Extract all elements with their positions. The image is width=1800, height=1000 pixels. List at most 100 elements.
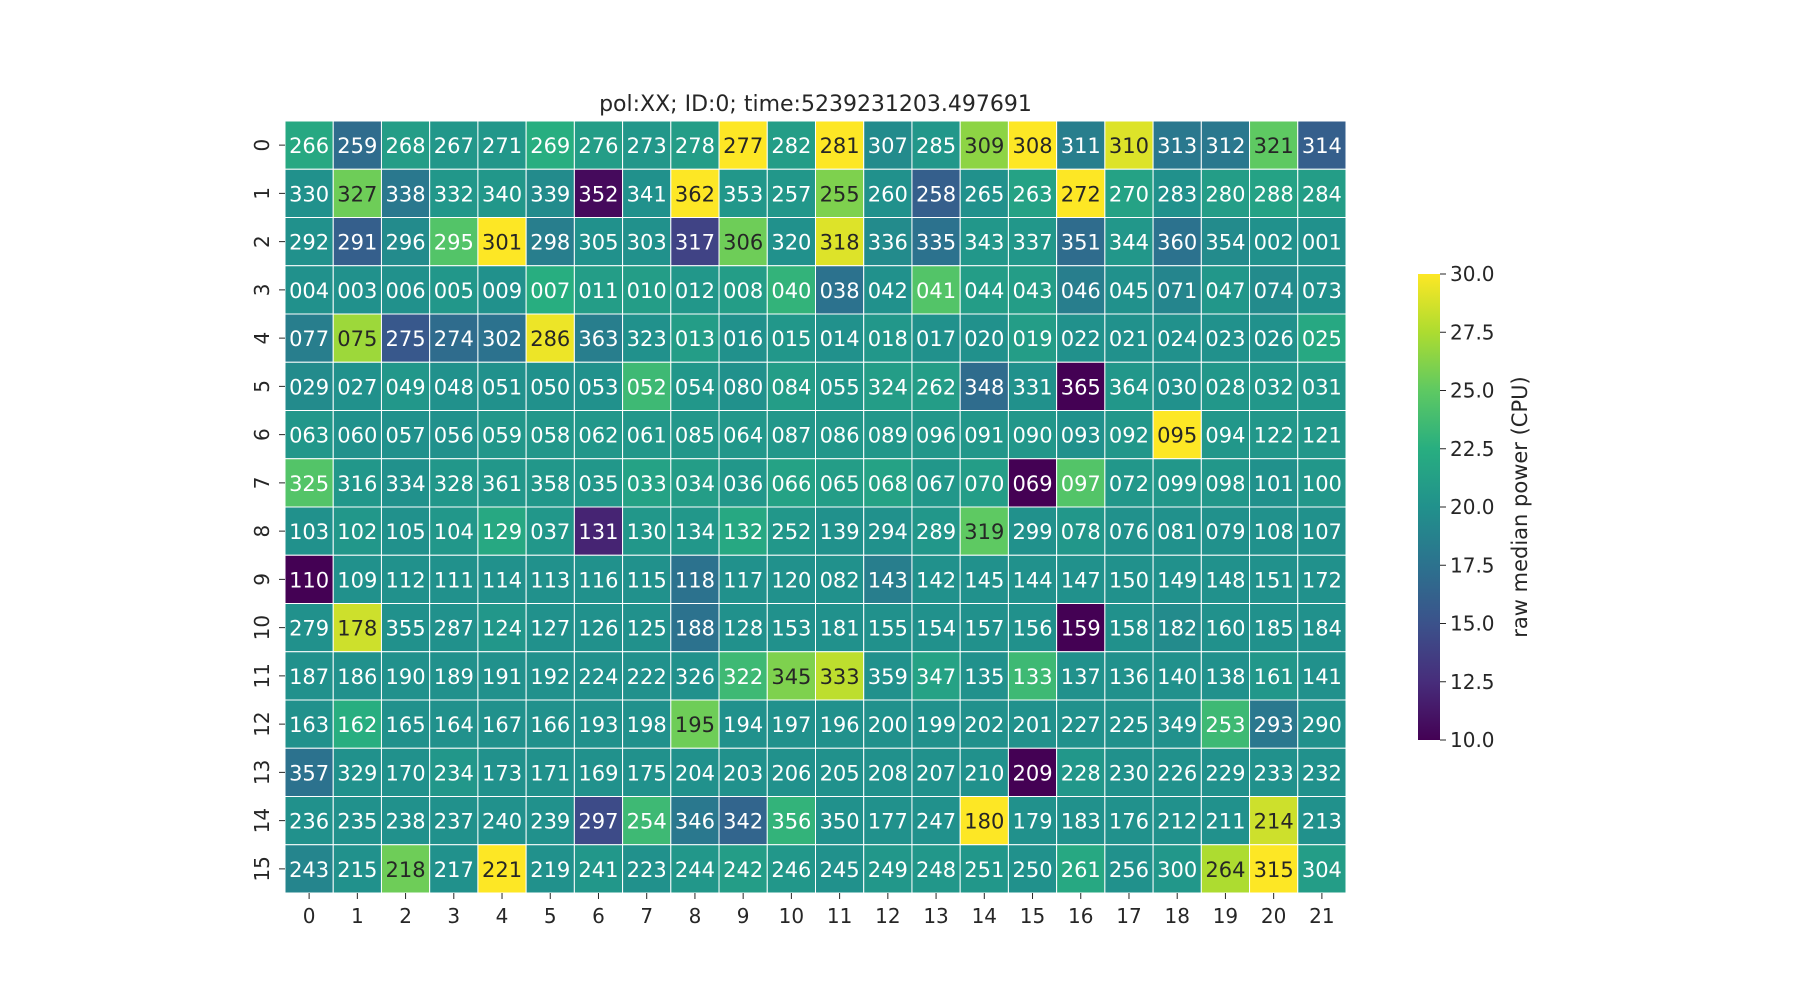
cell-label-r11-c7: 222 <box>627 665 667 689</box>
colorbar-tick-label-2: 15.0 <box>1450 612 1495 636</box>
cell-label-r12-c13: 199 <box>916 713 956 737</box>
cell-label-r7-c5: 358 <box>530 472 570 496</box>
cell-label-r15-c15: 250 <box>1012 858 1052 882</box>
cell-label-r10-c13: 154 <box>916 617 956 641</box>
cell-label-r12-c16: 227 <box>1061 713 1101 737</box>
heatmap-cell-r8-c6 <box>573 506 624 556</box>
cell-label-r7-c12: 068 <box>868 472 908 496</box>
heatmap-cell-r12-c13 <box>911 699 961 749</box>
cell-label-r10-c14: 157 <box>964 617 1004 641</box>
heatmap-cell-r10-c6 <box>573 603 624 653</box>
cell-label-r10-c0: 279 <box>289 617 329 641</box>
cell-label-r8-c2: 105 <box>386 520 426 544</box>
heatmap-cell-r10-c14 <box>959 603 1009 653</box>
cell-label-r6-c5: 058 <box>530 424 570 448</box>
cell-label-r13-c10: 206 <box>771 761 811 785</box>
cell-label-r6-c3: 056 <box>434 424 474 448</box>
heatmap-cell-r3-c5 <box>525 265 575 315</box>
heatmap-cell-r7-c6 <box>573 458 624 508</box>
heatmap-cell-r6-c12 <box>863 410 913 460</box>
cell-label-r13-c16: 228 <box>1061 761 1101 785</box>
heatmap-cell-r14-c9 <box>718 796 768 846</box>
cell-label-r4-c8: 013 <box>675 327 715 351</box>
cell-label-r4-c14: 020 <box>964 327 1004 351</box>
cell-label-r11-c12: 359 <box>868 665 908 689</box>
x-tick-label-19: 19 <box>1213 904 1238 928</box>
cell-label-r11-c18: 140 <box>1157 665 1197 689</box>
heatmap-cell-r0-c0 <box>284 120 334 170</box>
heatmap-cell-r14-c14 <box>959 796 1009 846</box>
x-tick-label-0: 0 <box>303 904 316 928</box>
cell-label-r5-c17: 364 <box>1109 375 1149 399</box>
y-tick-label-12: 12 <box>250 711 274 736</box>
cell-label-r12-c3: 164 <box>434 713 474 737</box>
heatmap-cell-r11-c13 <box>911 651 961 701</box>
cell-label-r12-c15: 201 <box>1012 713 1052 737</box>
cell-label-r7-c16: 097 <box>1061 472 1101 496</box>
cell-label-r15-c16: 261 <box>1061 858 1101 882</box>
cell-label-r7-c20: 101 <box>1254 472 1294 496</box>
heatmap-cell-r13-c4 <box>477 747 527 797</box>
cell-label-r9-c19: 148 <box>1205 568 1245 592</box>
heatmap-cell-r12-c16 <box>1056 699 1106 749</box>
cell-label-r12-c4: 167 <box>482 713 522 737</box>
cell-label-r12-c10: 197 <box>771 713 811 737</box>
cell-label-r6-c7: 061 <box>627 424 667 448</box>
heatmap-cell-r12-c21 <box>1297 699 1347 749</box>
cell-label-r15-c12: 249 <box>868 858 908 882</box>
heatmap-cell-r12-c7 <box>622 699 672 749</box>
heatmap-cell-r9-c19 <box>1200 554 1251 604</box>
cell-label-r11-c8: 326 <box>675 665 715 689</box>
cell-label-r15-c2: 218 <box>386 858 426 882</box>
heatmap-cell-r11-c2 <box>380 651 431 701</box>
y-tick-label-9: 9 <box>250 573 274 586</box>
heatmap-cell-r7-c5 <box>525 458 575 508</box>
cell-label-r2-c15: 337 <box>1012 231 1052 255</box>
heatmap-cell-r11-c7 <box>622 651 672 701</box>
cell-label-r3-c2: 006 <box>386 279 426 303</box>
cell-label-r4-c20: 026 <box>1254 327 1294 351</box>
cell-label-r1-c9: 353 <box>723 182 763 206</box>
heatmap-cell-r3-c20 <box>1249 265 1299 315</box>
cell-label-r5-c0: 029 <box>289 375 329 399</box>
heatmap-cell-r4-c8 <box>670 313 720 363</box>
cell-label-r13-c19: 229 <box>1205 761 1245 785</box>
cell-label-r14-c16: 183 <box>1061 810 1101 834</box>
cell-label-r7-c14: 070 <box>964 472 1004 496</box>
x-tick-label-9: 9 <box>737 904 750 928</box>
cell-label-r11-c21: 141 <box>1302 665 1342 689</box>
cell-label-r3-c6: 011 <box>578 279 618 303</box>
cell-label-r5-c9: 080 <box>723 375 763 399</box>
cell-label-r3-c4: 009 <box>482 279 522 303</box>
cell-label-r12-c7: 198 <box>627 713 667 737</box>
heatmap-cell-r3-c16 <box>1056 265 1106 315</box>
cell-label-r6-c4: 059 <box>482 424 522 448</box>
cell-label-r8-c11: 139 <box>820 520 860 544</box>
heatmap-cell-r4-c16 <box>1056 313 1106 363</box>
heatmap-cell-r6-c5 <box>525 410 575 460</box>
heatmap-cell-r0-c5 <box>525 120 575 170</box>
cell-label-r1-c3: 332 <box>434 182 474 206</box>
cell-label-r6-c8: 085 <box>675 424 715 448</box>
heatmap-cell-r9-c9 <box>718 554 768 604</box>
heatmap-cell-r5-c20 <box>1249 361 1299 411</box>
heatmap-cell-r11-c14 <box>959 651 1009 701</box>
heatmap-cell-r9-c13 <box>911 554 961 604</box>
heatmap-cell-r10-c1 <box>332 603 382 653</box>
cell-label-r15-c3: 217 <box>434 858 474 882</box>
cell-label-r14-c5: 239 <box>530 810 570 834</box>
cell-label-r3-c14: 044 <box>964 279 1004 303</box>
cell-label-r8-c4: 129 <box>482 520 522 544</box>
cell-label-r1-c15: 263 <box>1012 182 1052 206</box>
cell-label-r7-c11: 065 <box>820 472 860 496</box>
heatmap-cell-r5-c12 <box>863 361 913 411</box>
cell-label-r14-c11: 350 <box>820 810 860 834</box>
heatmap-cell-r8-c1 <box>332 506 382 556</box>
heatmap-cell-r10-c4 <box>477 603 527 653</box>
heatmap-cell-r2-c2 <box>380 217 431 267</box>
cell-label-r8-c7: 130 <box>627 520 667 544</box>
heatmap-cell-r12-c20 <box>1249 699 1299 749</box>
cell-label-r7-c8: 034 <box>675 472 715 496</box>
heatmap-cell-r7-c7 <box>622 458 672 508</box>
heatmap-cell-r10-c11 <box>815 603 865 653</box>
